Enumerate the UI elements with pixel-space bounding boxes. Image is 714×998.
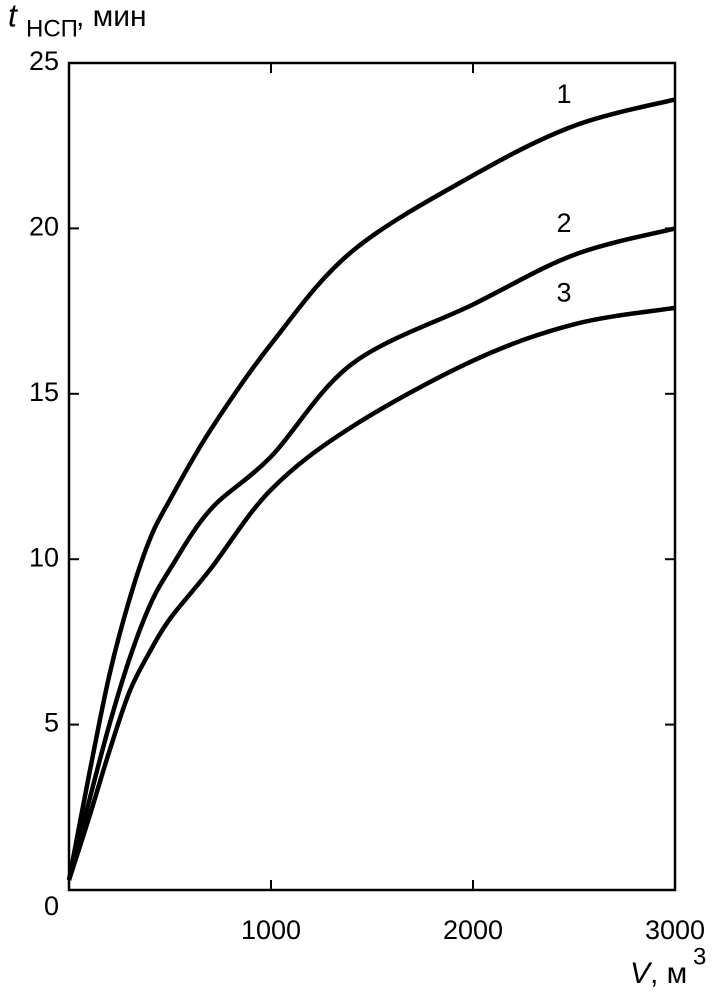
x-tick-label: 1000 <box>241 915 301 945</box>
y-tick-label: 10 <box>29 542 59 572</box>
x-tick-label: 2000 <box>443 915 503 945</box>
curve-label: 2 <box>556 208 571 238</box>
x-label-symbol: V <box>630 957 653 990</box>
curve <box>66 226 676 881</box>
y-tick-label: 20 <box>29 212 59 242</box>
curve <box>66 97 676 881</box>
y-tick-label: 0 <box>44 891 59 921</box>
y-tick-label: 5 <box>44 708 59 738</box>
x-label-superscript: 3 <box>693 943 706 970</box>
y-tick-label: 15 <box>29 377 59 407</box>
y-tick-label: 25 <box>29 46 59 76</box>
curve-label: 3 <box>556 277 571 307</box>
curve-label: 1 <box>556 79 571 109</box>
x-label-unit: , м <box>650 957 687 990</box>
curve <box>66 305 676 881</box>
plot-frame <box>67 61 677 892</box>
x-tick-label: 3000 <box>645 915 705 945</box>
y-label-subscript: НСП <box>26 15 78 42</box>
y-label-symbol: t <box>8 0 18 33</box>
y-label-unit: , мин <box>76 0 147 33</box>
